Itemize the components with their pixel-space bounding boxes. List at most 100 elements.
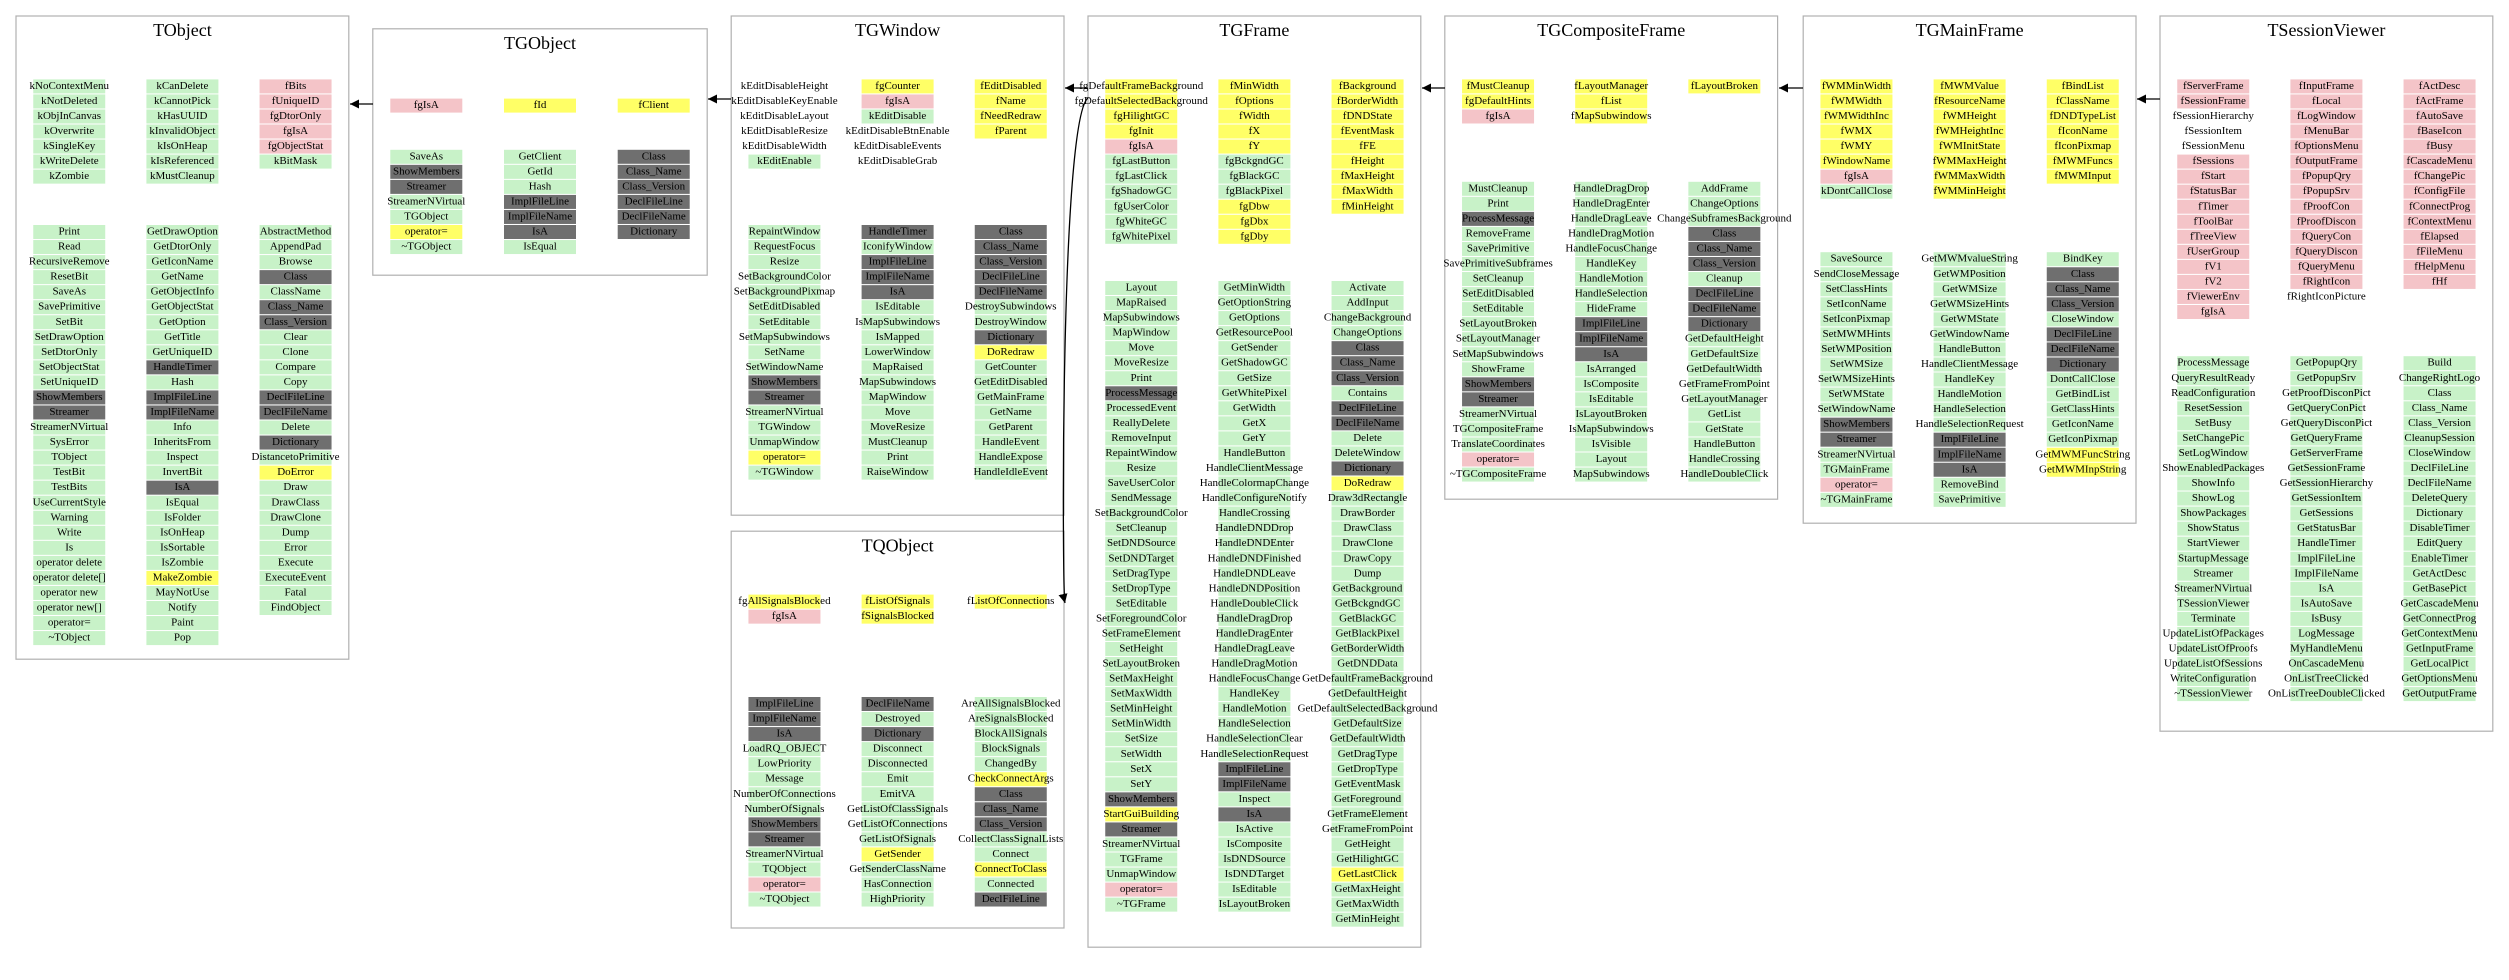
- member: SetWidth: [1121, 748, 1163, 760]
- member: Class: [1356, 342, 1380, 354]
- member-bg: [33, 240, 106, 255]
- member: fAutoSave: [2416, 110, 2463, 122]
- member-bg: [1105, 461, 1178, 476]
- member-bg: [1688, 302, 1761, 317]
- member-bg: [2290, 657, 2363, 671]
- member: fgIsA: [1844, 170, 1869, 182]
- member-bg: [861, 802, 934, 817]
- member-bg: [1218, 281, 1291, 295]
- member: SetHeight: [1119, 642, 1163, 654]
- member-bg: [1462, 241, 1535, 256]
- member-bg: [1218, 109, 1291, 124]
- member: SetForegroundColor: [1096, 612, 1187, 624]
- member: UnmapWindow: [1106, 868, 1176, 880]
- member: kCanDelete: [156, 80, 208, 92]
- member: GetDefaultSize: [1690, 348, 1758, 360]
- member: DeclFileName: [2407, 477, 2471, 489]
- member-bg: [2177, 536, 2250, 551]
- member: GetSessionFrame: [2288, 462, 2366, 474]
- member: Copy: [284, 376, 308, 388]
- member-bg: [1331, 124, 1404, 139]
- member-bg: [1820, 447, 1893, 462]
- member: IsEqual: [523, 241, 557, 253]
- member: SetY: [1130, 778, 1152, 790]
- member-bg: [146, 601, 219, 615]
- member: GetState: [1705, 423, 1743, 435]
- member: Build: [2427, 357, 2452, 369]
- member: fWMWidthInc: [1824, 110, 1889, 122]
- member-bg: [1105, 747, 1178, 762]
- member: DoRedraw: [987, 346, 1035, 358]
- member: InvertBit: [163, 466, 203, 478]
- member: OnListTreeClicked: [2284, 673, 2369, 685]
- member: GetDragType: [1338, 748, 1398, 760]
- member: GetListOfSignals: [859, 833, 936, 845]
- member: ~TSessionViewer: [2174, 688, 2252, 700]
- member: ImplFileLine: [1941, 433, 1999, 445]
- member-bg: [748, 420, 821, 435]
- member: IsVisible: [1592, 438, 1631, 450]
- member-bg: [1462, 467, 1535, 482]
- member: GetY: [1242, 432, 1266, 444]
- member-bg: [1688, 332, 1761, 347]
- member: DeclFileLine: [625, 195, 683, 207]
- member-bg: [146, 109, 219, 124]
- member-bg: [1218, 169, 1291, 184]
- member: fV2: [2205, 275, 2222, 287]
- member: fgBlackPixel: [1226, 185, 1283, 197]
- member-bg: [1462, 362, 1535, 377]
- member: fWMHeightInc: [1936, 125, 2004, 137]
- member-bg: [974, 594, 1047, 609]
- member-bg: [748, 609, 821, 624]
- member: GetListOfConnections: [848, 818, 948, 830]
- member-bg: [617, 179, 690, 194]
- member-bg: [2403, 506, 2476, 521]
- member-bg: [33, 94, 106, 109]
- member: HandleDoubleClick: [1210, 597, 1298, 609]
- member-bg: [33, 616, 106, 631]
- member-bg: [1820, 169, 1893, 184]
- member: GetCounter: [985, 361, 1037, 373]
- member-bg: [974, 877, 1047, 892]
- member-bg: [504, 179, 576, 194]
- member: GetOption: [159, 316, 206, 328]
- member-bg: [1331, 139, 1404, 154]
- member-bg: [146, 255, 219, 270]
- member: ResetBit: [50, 271, 88, 283]
- member: GetBorderWidth: [1331, 642, 1405, 654]
- member-bg: [1218, 386, 1291, 401]
- member: SetWindowName: [1818, 403, 1896, 415]
- member-bg: [146, 345, 219, 360]
- member: IconifyWindow: [863, 241, 932, 253]
- member: GetWMPosition: [1934, 268, 2007, 280]
- member: kEditDisableWidth: [742, 140, 827, 152]
- member: Hash: [529, 180, 552, 192]
- member: GetBasePict: [2412, 582, 2466, 594]
- member-bg: [1820, 462, 1893, 477]
- member: Streamer: [1121, 823, 1161, 835]
- member-bg: [2046, 357, 2119, 372]
- member-bg: [861, 405, 934, 420]
- member: ImplFileLine: [1582, 318, 1640, 330]
- member: operator new[]: [37, 602, 102, 614]
- member: fgWhiteGC: [1116, 215, 1167, 227]
- member: StreamerNVirtual: [745, 848, 823, 860]
- member: SetDNDTarget: [1108, 552, 1174, 564]
- member: RaiseWindow: [867, 466, 929, 478]
- member: GetProofDisconPict: [2282, 387, 2371, 399]
- member-bg: [1331, 341, 1404, 356]
- member-bg: [1105, 341, 1178, 356]
- member: kEditDisableLayout: [740, 110, 829, 122]
- member-bg: [1331, 717, 1404, 732]
- member: fMWMValue: [1940, 80, 1999, 92]
- member: ShowPackages: [2180, 507, 2246, 519]
- member: fWMMaxHeight: [1933, 155, 2007, 167]
- member: SendCloseMessage: [1814, 268, 1900, 280]
- class-box: TSessionViewer fServerFrame fSessionFrame f…: [2159, 15, 2494, 732]
- member-bg: [2403, 184, 2476, 199]
- member-bg: [1575, 196, 1648, 211]
- member: GetSessionItem: [2292, 492, 2362, 504]
- member-bg: [2046, 297, 2119, 312]
- member: GetName: [990, 406, 1032, 418]
- member-bg: [1218, 581, 1291, 596]
